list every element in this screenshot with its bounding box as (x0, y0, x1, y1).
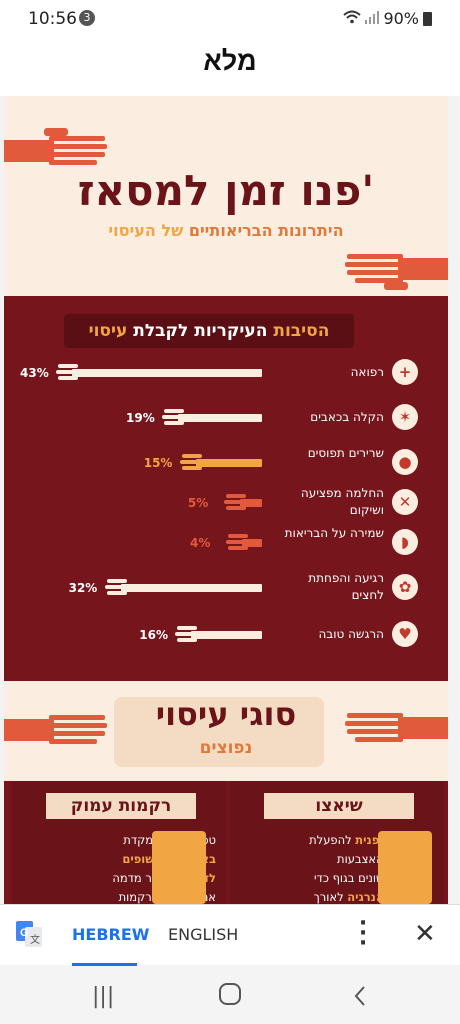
types-title: סוגי עיסוי (155, 695, 297, 733)
reason-percent: 15% (143, 456, 173, 470)
status-time: 10:56 (28, 9, 77, 29)
hand-left-icon (4, 715, 107, 744)
subtitle-part-a: היתרונות הבריאותיים (188, 221, 344, 240)
back-icon[interactable] (352, 984, 368, 1014)
card-title: שיאצו (264, 793, 414, 819)
infographic-title: פנו זמן למסאז' (77, 166, 375, 215)
reason-label: רפואה (350, 365, 384, 379)
tab-english[interactable]: ENGLISH (168, 925, 239, 944)
reason-row: ♥ הרגשה טובה 16% (4, 618, 448, 654)
more-options-icon[interactable]: · · · (358, 911, 368, 956)
types-title-box (114, 697, 324, 767)
app-title-bar: מלא (0, 38, 460, 96)
reason-row: + רפואה 43% (4, 356, 448, 392)
google-translate-icon[interactable]: G 文 (16, 921, 42, 947)
reason-percent: 32% (68, 581, 98, 595)
status-bar: 10:56 3 90% (0, 0, 460, 38)
battery-percent: 90% (383, 9, 419, 28)
card-illustration (378, 831, 432, 904)
hero-section: פנו זמן למסאז' היתרונות הבריאותיים של הע… (4, 96, 448, 296)
x-icon: ✕ (392, 489, 418, 515)
reason-bar (195, 459, 262, 467)
reason-label: רגיעה והפחתת לחצים (308, 571, 384, 602)
reason-bar (120, 584, 262, 592)
home-icon[interactable] (218, 982, 242, 1012)
reason-label: החלמה מפציעה ושיקום (300, 486, 384, 517)
battery-icon (423, 11, 432, 26)
svg-text:文: 文 (30, 933, 40, 946)
reason-bar (242, 539, 262, 547)
hand-icon (56, 364, 78, 380)
page-title: מלא (203, 46, 257, 76)
reason-label: הרגשה טובה (318, 627, 384, 641)
types-subtitle: נפוצים (199, 738, 253, 758)
hand-icon (162, 409, 185, 425)
card-illustration (152, 831, 206, 904)
reason-row: ✕ החלמה מפציעה ושיקום 5% (4, 486, 448, 522)
hand-icon (226, 534, 248, 550)
status-right: 90% (343, 9, 432, 28)
close-icon[interactable]: ✕ (414, 919, 436, 949)
hand-icon (104, 579, 127, 595)
shiatsu-card: שיאצו טכניקה יפנית להפעלת לחץ עם האצבעות… (230, 781, 444, 904)
reason-label: שמירה על הבריאות (284, 526, 384, 540)
hand-left-icon (4, 128, 107, 165)
translate-bar: G 文 HEBREW ENGLISH · · · ✕ (0, 904, 460, 966)
hand-right-icon (345, 254, 448, 290)
infographic-image[interactable]: פנו זמן למסאז' היתרונות הבריאותיים של הע… (4, 96, 448, 904)
reason-percent: 5% (187, 496, 209, 510)
reasons-header-a: הסיבות (267, 321, 330, 341)
pain-icon: ✶ (392, 404, 418, 430)
hand-icon (223, 494, 246, 510)
subtitle-part-b: של העיסוי (108, 221, 184, 240)
notification-count-badge: 3 (79, 10, 95, 26)
recents-icon[interactable]: ||| (92, 984, 115, 1009)
reason-percent: 43% (20, 366, 49, 380)
reason-percent: 4% (190, 536, 211, 550)
reason-label: הקלה בכאבים (310, 410, 384, 424)
reasons-header: הסיבות העיקריות לקבלת עיסוי (64, 314, 354, 348)
deep-tissue-card: רקמות עמוק טכניקה המתמקדת באזורים החשופי… (12, 781, 226, 904)
svg-text:G: G (20, 927, 29, 939)
reasons-header-b: העיקריות לקבלת (127, 321, 268, 341)
reason-row: ✶ הקלה בכאבים 19% (4, 401, 448, 437)
reason-percent: 19% (126, 411, 155, 425)
massage-types-cards: שיאצו טכניקה יפנית להפעלת לחץ עם האצבעות… (4, 781, 448, 904)
reason-bar (191, 631, 262, 639)
hand-right-icon (345, 713, 448, 742)
reasons-section: הסיבות העיקריות לקבלת עיסוי + רפואה 43% ✶ הק… (4, 296, 448, 681)
wifi-icon (343, 10, 362, 28)
reasons-header-c: עיסוי (88, 321, 128, 341)
tab-hebrew[interactable]: HEBREW (72, 925, 150, 944)
reason-percent: 16% (139, 628, 169, 642)
reason-label: שרירים תפוסים (307, 446, 384, 460)
types-section: סוגי עיסוי נפוצים (4, 681, 448, 781)
reason-bar (239, 499, 262, 507)
muscle-icon: ● (392, 449, 418, 475)
reason-row: ✿ רגיעה והפחתת לחצים 32% (4, 571, 448, 607)
signal-icon (365, 9, 380, 28)
system-nav-bar: ||| (0, 966, 460, 1024)
heart-icon: ♥ (392, 621, 418, 647)
reason-row: ◗ שמירה על הבריאות 4% (4, 526, 448, 562)
card-title: רקמות עמוק (46, 793, 196, 819)
infographic-subtitle: היתרונות הבריאותיים של העיסוי (4, 221, 448, 240)
plus-icon: + (392, 359, 418, 385)
health-icon: ◗ (392, 529, 418, 555)
hand-icon (175, 626, 198, 642)
lotus-icon: ✿ (392, 574, 418, 600)
reason-row: ● שרירים תפוסים 15% (4, 446, 448, 482)
card-text-part: לאורך ערוצי האנרגיה הכלל (313, 890, 344, 904)
reason-bar (178, 414, 262, 422)
reason-bar (72, 369, 262, 377)
active-tab-indicator (72, 963, 137, 966)
hand-icon (179, 454, 202, 470)
